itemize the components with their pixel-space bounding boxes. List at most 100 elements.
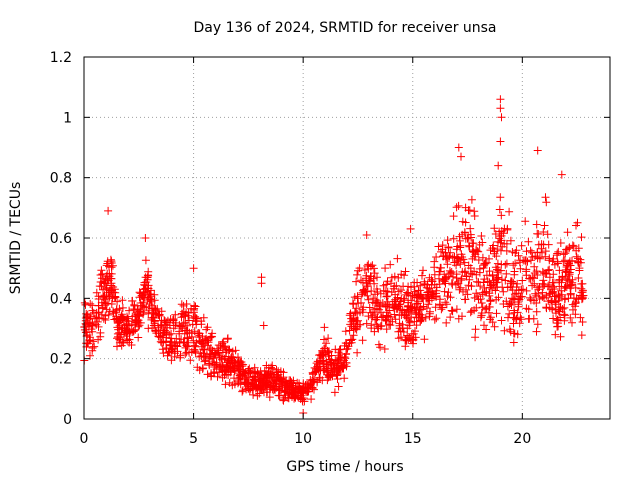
data-point [200, 349, 208, 358]
data-point [92, 288, 101, 297]
data-point [94, 301, 103, 310]
data-point [279, 395, 288, 404]
data-point [458, 312, 466, 321]
data-point [432, 314, 441, 323]
data-point [113, 297, 122, 306]
data-point [425, 273, 434, 282]
data-point [207, 332, 216, 341]
data-point [167, 334, 176, 343]
data-point [334, 382, 343, 391]
data-point [419, 266, 427, 275]
data-point [542, 198, 551, 207]
data-point [463, 290, 472, 299]
data-point [397, 294, 406, 303]
data-point [426, 307, 434, 316]
data-point [388, 317, 397, 326]
data-point [471, 333, 480, 342]
data-point [505, 309, 514, 318]
data-point [383, 297, 392, 306]
data-point [545, 280, 554, 289]
data-point [217, 353, 225, 362]
data-point [496, 95, 505, 104]
data-point [470, 306, 479, 315]
data-point [354, 299, 363, 308]
data-point [367, 321, 376, 330]
data-point [349, 300, 358, 309]
data-point [157, 338, 166, 347]
data-point [542, 303, 551, 312]
data-point [162, 337, 170, 346]
data-point [519, 285, 527, 294]
data-point [402, 290, 411, 299]
data-point [453, 242, 462, 251]
data-point [551, 298, 560, 307]
data-point [264, 363, 273, 372]
data-point [494, 273, 503, 282]
data-point [113, 342, 121, 351]
data-point [472, 289, 481, 298]
data-point [358, 336, 367, 345]
data-point [164, 348, 173, 357]
data-point [466, 308, 475, 317]
data-point [158, 345, 167, 354]
data-point [497, 211, 506, 220]
data-point [549, 314, 558, 323]
data-point [555, 266, 564, 275]
data-point [101, 311, 110, 320]
data-point [504, 313, 512, 322]
data-point [517, 241, 526, 250]
data-point [163, 323, 172, 332]
data-point [531, 289, 540, 298]
data-point [450, 252, 459, 261]
data-point [362, 271, 371, 280]
data-point [574, 254, 582, 263]
data-point [249, 367, 258, 376]
data-point [191, 348, 200, 357]
data-point [289, 376, 298, 385]
data-point [516, 313, 525, 322]
data-point [501, 276, 510, 285]
data-point [296, 394, 305, 403]
data-point [150, 290, 159, 299]
data-point [389, 284, 398, 293]
data-point [383, 287, 392, 296]
data-point [474, 256, 483, 264]
data-point [442, 300, 451, 309]
data-point [205, 359, 213, 368]
data-point [366, 277, 375, 286]
data-point [154, 323, 163, 332]
data-point [125, 306, 134, 315]
data-point [555, 276, 564, 285]
data-point [208, 358, 217, 366]
data-point [494, 161, 503, 170]
data-point [276, 377, 285, 386]
grid-lines [84, 57, 610, 419]
data-point [533, 320, 542, 329]
data-point [197, 339, 206, 348]
data-point [362, 319, 371, 328]
data-point [358, 305, 367, 314]
data-point [379, 281, 388, 290]
data-point [373, 296, 382, 305]
data-point [144, 293, 153, 302]
data-point [538, 288, 547, 297]
data-point [351, 324, 360, 333]
data-point [560, 256, 569, 265]
data-point [191, 312, 200, 321]
data-point [460, 228, 469, 237]
data-point [163, 351, 172, 360]
data-point [553, 259, 562, 268]
data-point [193, 363, 202, 372]
data-point [352, 316, 361, 325]
data-point [253, 368, 262, 377]
data-point [478, 253, 487, 262]
data-point [195, 331, 204, 340]
data-point [187, 304, 196, 313]
data-point [509, 261, 518, 270]
data-point [363, 291, 372, 300]
data-point [183, 321, 192, 330]
data-point [315, 359, 324, 368]
data-point [407, 283, 415, 292]
data-point [481, 259, 490, 268]
data-point [507, 301, 516, 309]
